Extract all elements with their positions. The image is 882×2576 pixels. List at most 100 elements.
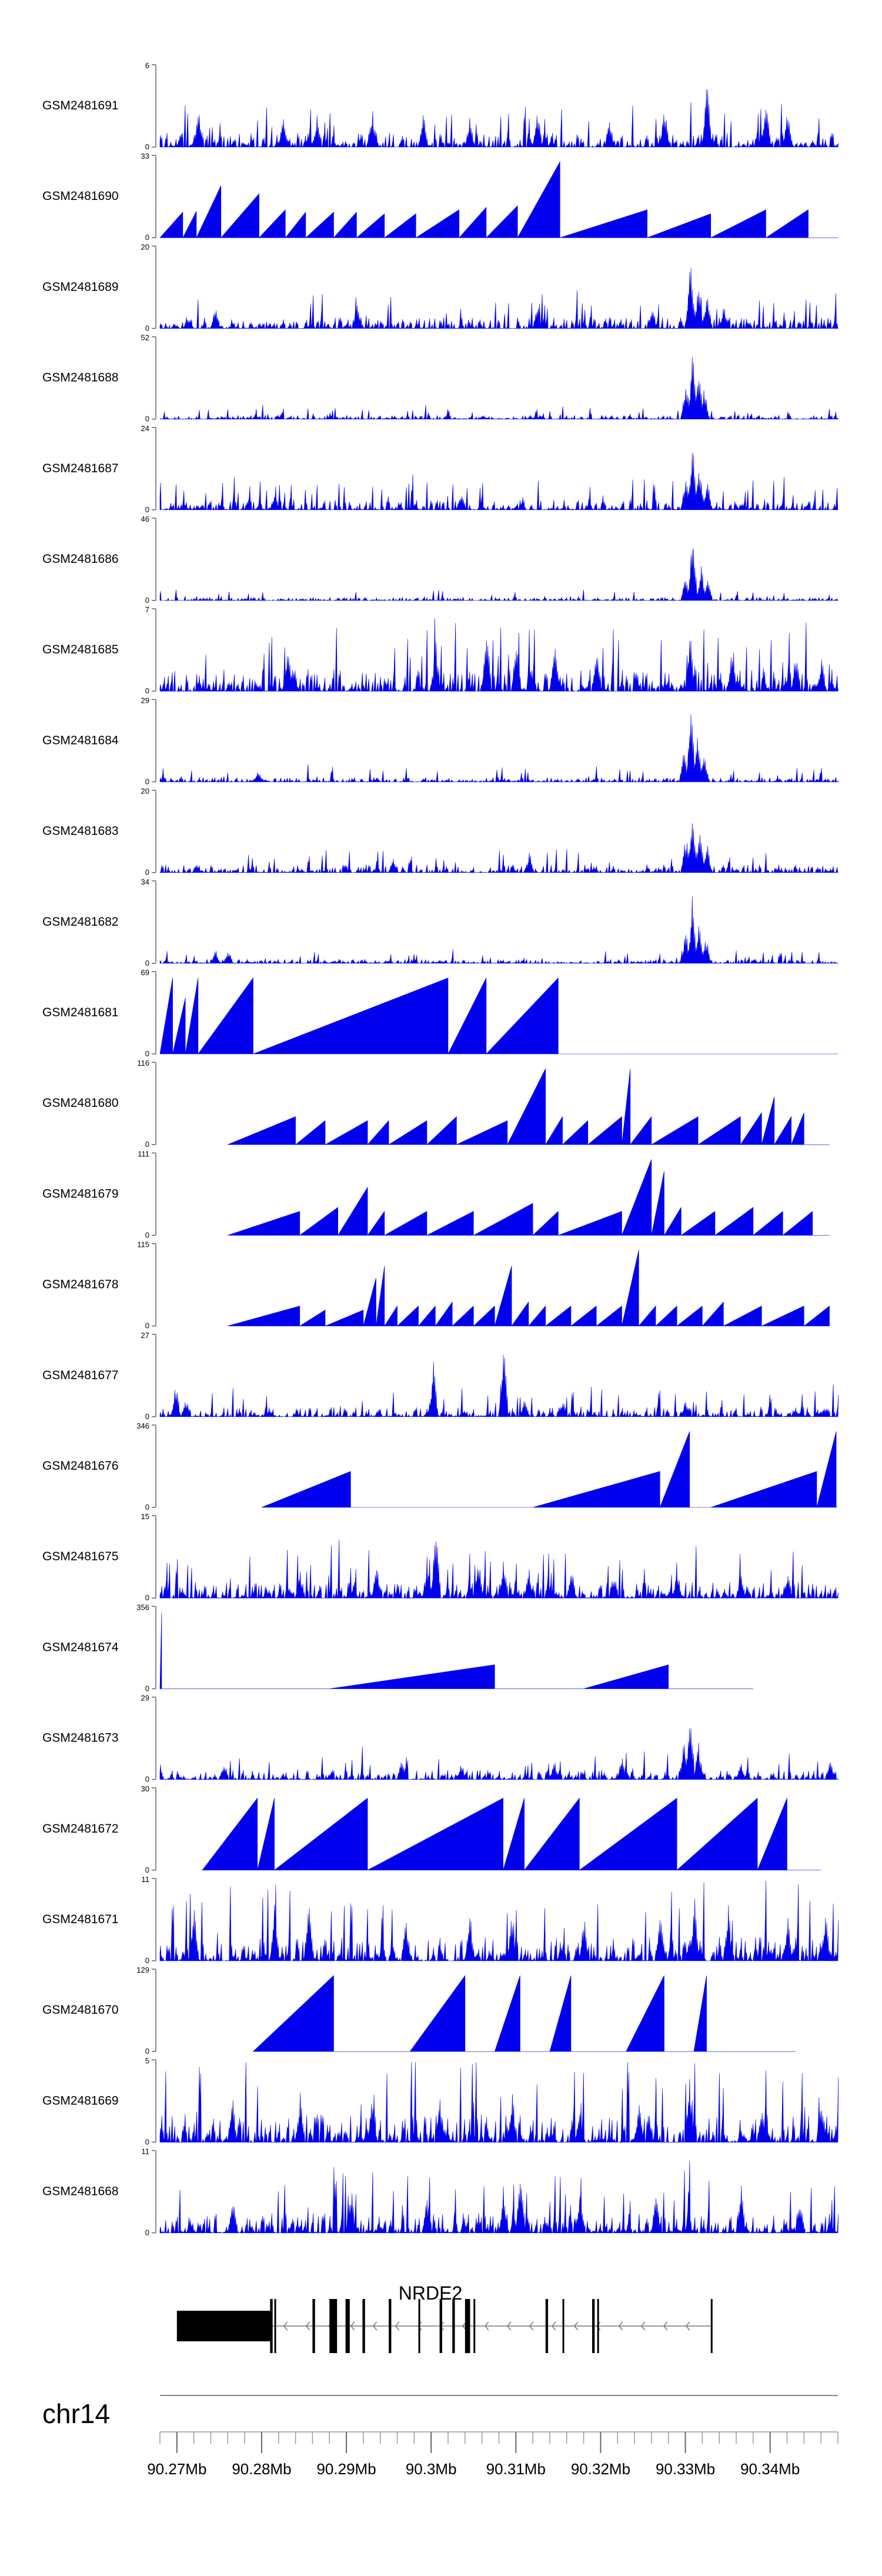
y-min-label: 0 [145, 1049, 149, 1058]
track-gsm2481687: GSM2481687 24 0 [42, 424, 838, 514]
y-min-label: 0 [145, 1230, 149, 1239]
y-max-label: 346 [136, 1422, 149, 1430]
y-max-label: 20 [141, 242, 149, 251]
y-min-label: 0 [145, 868, 149, 877]
track-gsm2481673: GSM2481673 29 0 [42, 1694, 839, 1784]
y-min-label: 0 [145, 1503, 149, 1511]
track-gsm2481668: GSM2481668 11 0 [42, 2147, 839, 2237]
exon [389, 2299, 392, 2353]
coverage-area [202, 1797, 821, 1871]
coverage-area [159, 161, 838, 239]
track-gsm2481675: GSM2481675 15 0 [42, 1512, 839, 1602]
strand-arrow-icon [372, 2321, 377, 2331]
track-label: GSM2481682 [42, 915, 119, 929]
y-max-label: 46 [141, 515, 149, 523]
y-max-label: 27 [141, 1331, 149, 1340]
y-min-label: 0 [145, 1412, 149, 1421]
exon [176, 2311, 271, 2341]
y-min-label: 0 [145, 1775, 149, 1784]
track-label: GSM2481678 [42, 1278, 119, 1292]
y-min-label: 0 [145, 1322, 149, 1330]
tick-label: 90.3Mb [406, 2460, 457, 2478]
exon [329, 2299, 338, 2353]
y-min-label: 0 [145, 505, 149, 514]
track-label: GSM2481684 [42, 733, 119, 747]
y-min-label: 0 [145, 1956, 149, 1965]
genome-axis: chr14 90.27Mb 90.28Mb 90.29Mb 90.3Mb 90.31Mb… [42, 2395, 838, 2478]
track-label: GSM2481687 [42, 462, 119, 475]
tick-label: 90.28Mb [232, 2460, 291, 2478]
track-label: GSM2481689 [42, 280, 119, 293]
track-gsm2481680: GSM2481680 116 0 [42, 1059, 830, 1149]
exon [345, 2299, 350, 2353]
coverage-area [159, 1539, 839, 1599]
y-min-label: 0 [145, 777, 149, 786]
strand-arrow-icon [596, 2321, 601, 2331]
track-label: GSM2481673 [42, 1731, 119, 1745]
y-min-label: 0 [145, 596, 149, 605]
exon [562, 2299, 564, 2353]
y-max-label: 34 [141, 877, 149, 886]
strand-arrow-icon [640, 2321, 646, 2331]
track-gsm2481671: GSM2481671 11 0 [42, 1875, 839, 1965]
track-label: GSM2481690 [42, 189, 119, 203]
track-gsm2481679: GSM2481679 111 0 [42, 1149, 830, 1239]
coverage-area [159, 1728, 839, 1780]
exon [473, 2299, 476, 2353]
coverage-area [159, 2062, 839, 2143]
y-max-label: 115 [137, 1240, 149, 1249]
coverage-area [159, 268, 839, 329]
track-gsm2481677: GSM2481677 27 0 [42, 1331, 839, 1421]
track-label: GSM2481691 [42, 99, 119, 112]
strand-arrow-icon [305, 2321, 310, 2331]
track-gsm2481676: GSM2481676 346 0 [42, 1422, 838, 1511]
strand-arrow-icon [506, 2321, 512, 2331]
coverage-area [228, 1159, 830, 1236]
y-min-label: 0 [145, 686, 149, 695]
y-max-label: 52 [141, 333, 149, 342]
y-max-label: 15 [141, 1512, 149, 1521]
gene-model: NRDE2 [176, 2283, 713, 2353]
strand-arrow-icon [484, 2321, 489, 2331]
track-gsm2481683: GSM2481683 20 0 [42, 787, 838, 877]
exon [418, 2299, 420, 2353]
y-max-label: 24 [141, 424, 149, 433]
coverage-area [159, 452, 838, 510]
track-label: GSM2481681 [42, 1006, 119, 1019]
tick-label: 90.29Mb [316, 2460, 376, 2478]
y-max-label: 11 [142, 1875, 150, 1884]
y-max-label: 6 [145, 61, 149, 70]
y-max-label: 116 [137, 1059, 149, 1067]
track-gsm2481688: GSM2481688 52 0 [42, 333, 839, 423]
y-min-label: 0 [145, 2047, 149, 2056]
track-gsm2481670: GSM2481670 129 0 [42, 1966, 796, 2056]
coverage-tracks: GSM248169160GSM2481690330GSM2481689200GS… [42, 61, 839, 2237]
y-max-label: 29 [141, 1694, 149, 1703]
track-gsm2481678: GSM2481678 115 0 [42, 1240, 830, 1330]
y-max-label: 129 [136, 1966, 149, 1974]
track-label: GSM2481679 [42, 1187, 119, 1200]
track-gsm2481686: GSM2481686 46 0 [42, 515, 838, 605]
y-min-label: 0 [145, 1684, 149, 1693]
y-min-label: 0 [145, 415, 149, 423]
coverage-area [159, 89, 839, 148]
y-min-label: 0 [145, 1140, 149, 1149]
tick-label: 90.31Mb [486, 2460, 546, 2478]
track-label: GSM2481674 [42, 1640, 119, 1654]
track-gsm2481691: GSM2481691 6 0 [42, 61, 839, 151]
track-label: GSM2481688 [42, 371, 119, 385]
strand-arrow-icon [573, 2321, 579, 2331]
coverage-area [261, 1431, 838, 1508]
chromosome-label: chr14 [42, 2398, 110, 2429]
coverage-area [252, 1975, 796, 2052]
track-label: GSM2481685 [42, 643, 119, 656]
strand-arrow-icon [417, 2321, 422, 2331]
track-gsm2481672: GSM2481672 30 0 [42, 1784, 821, 1874]
coverage-area [159, 977, 838, 1055]
y-max-label: 7 [145, 605, 149, 614]
tick-label: 90.27Mb [147, 2460, 206, 2478]
track-label: GSM2481671 [42, 1913, 119, 1926]
track-gsm2481690: GSM2481690 33 0 [42, 152, 838, 242]
coverage-area [159, 548, 838, 601]
exon [545, 2299, 549, 2353]
